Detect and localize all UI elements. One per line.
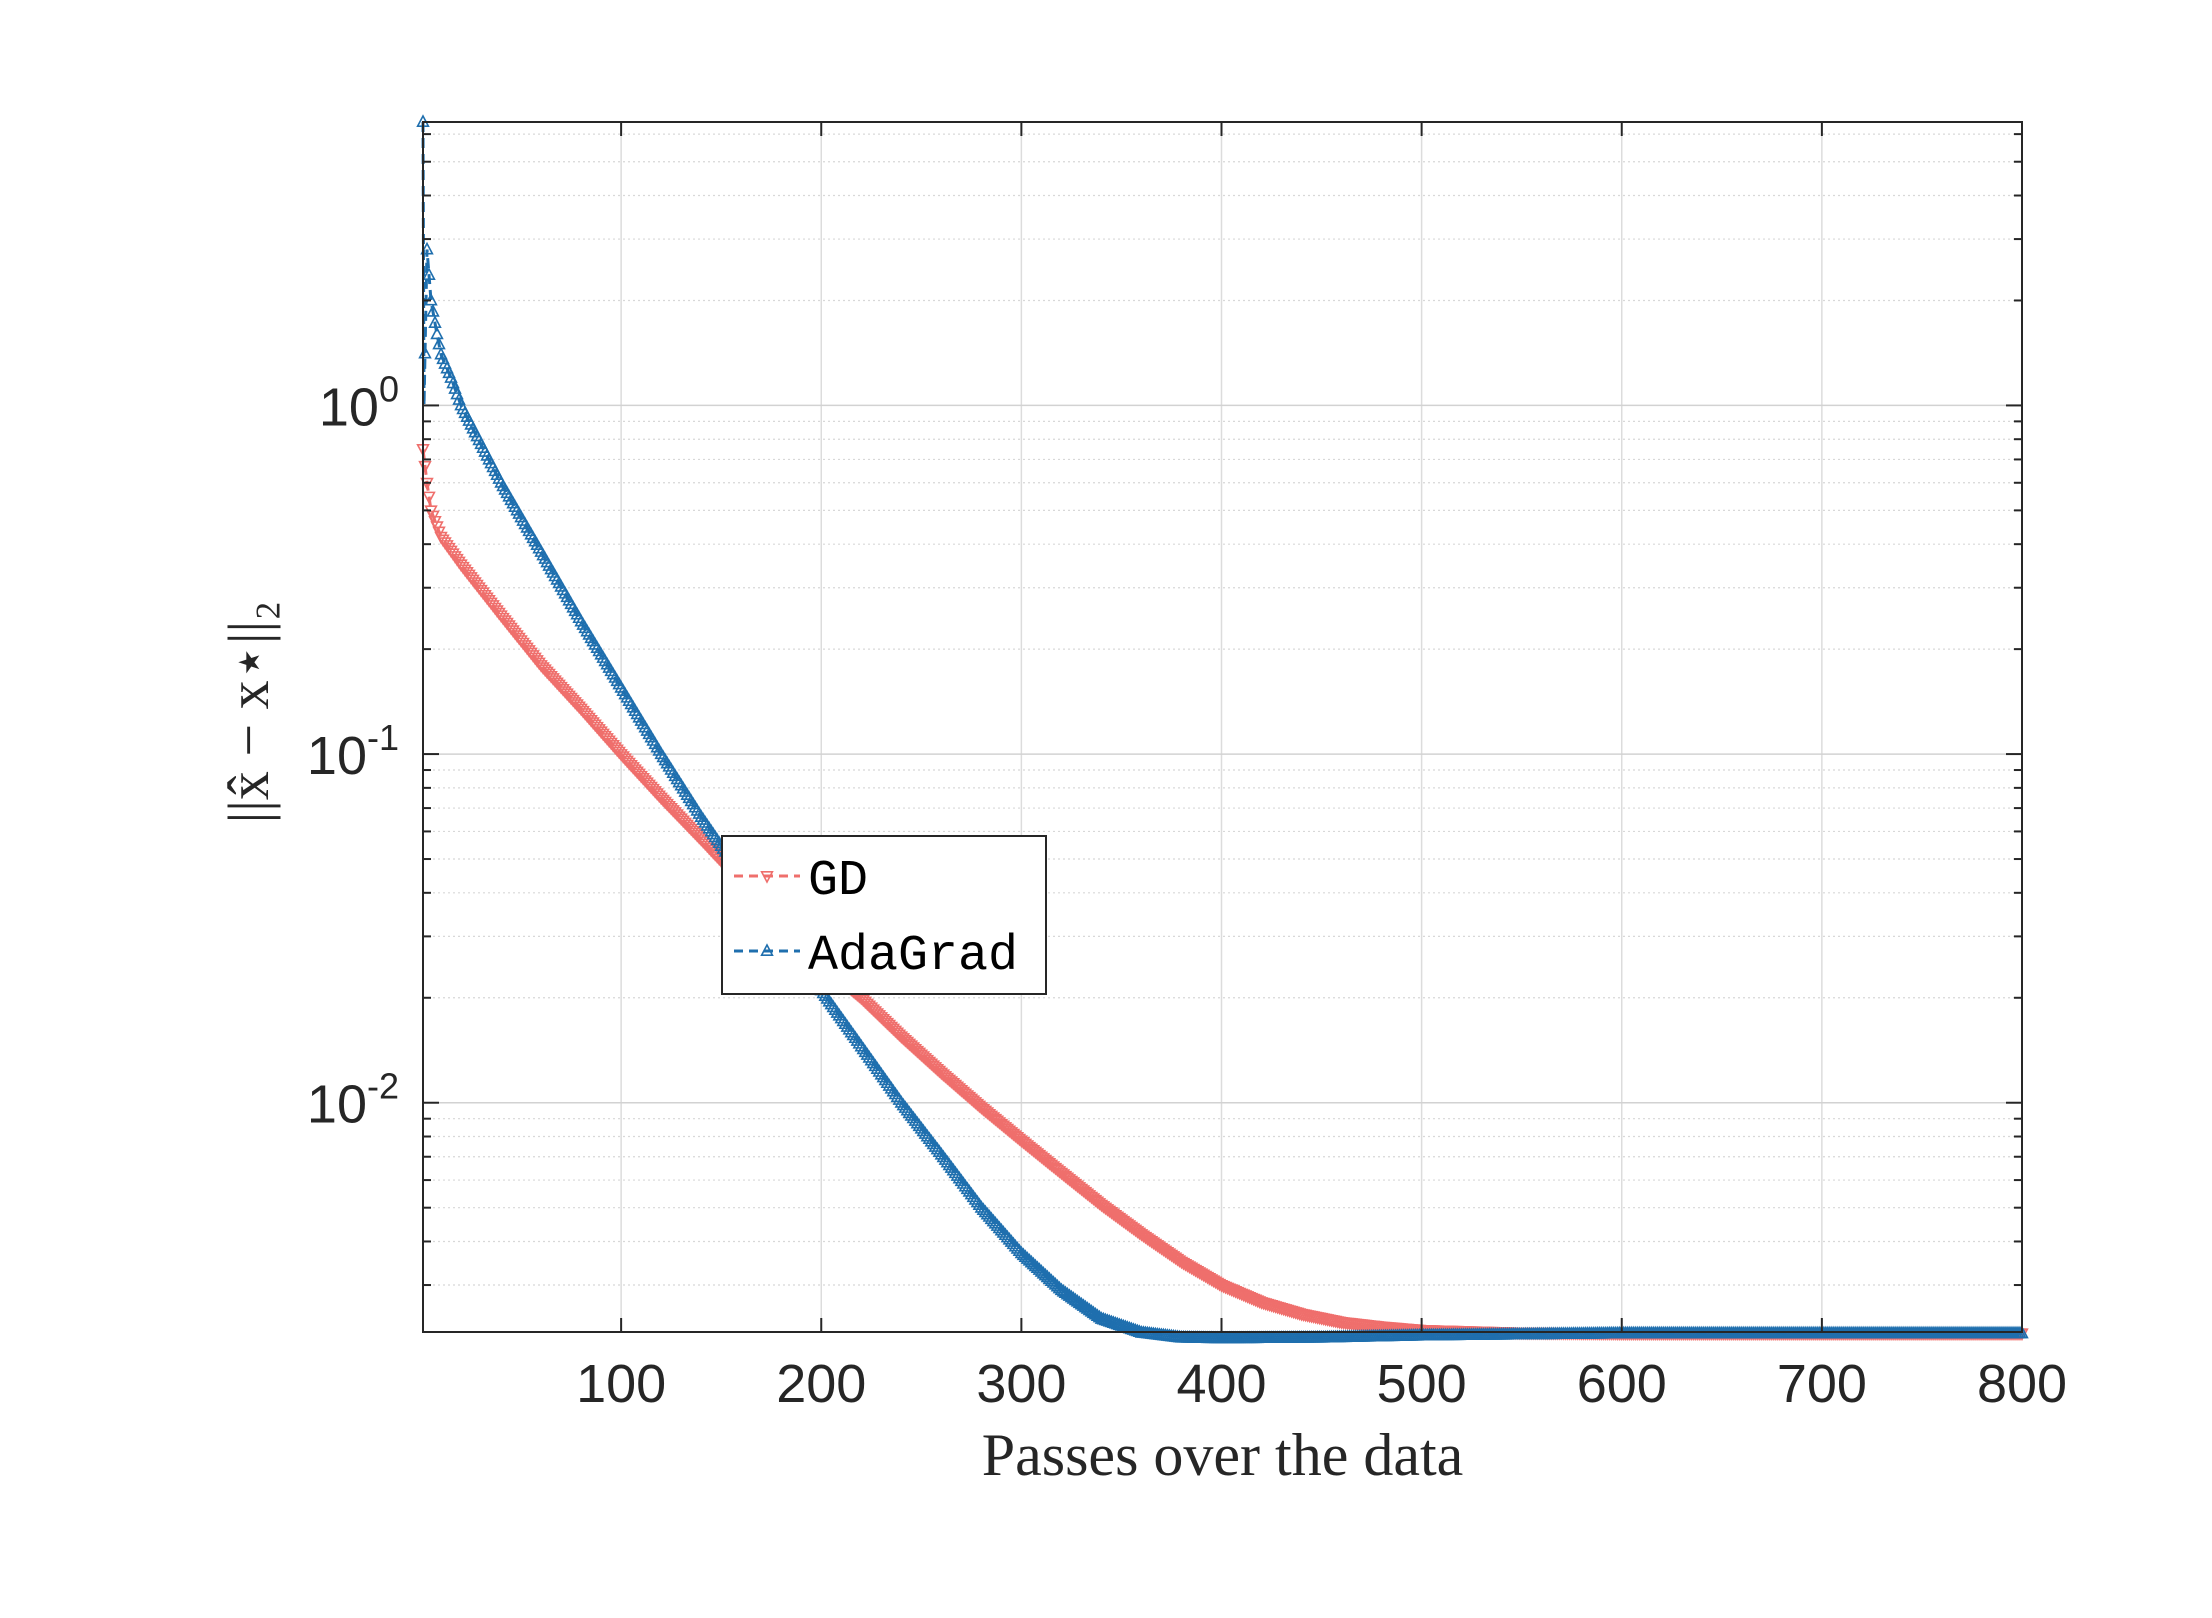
y-tick-label: 100 bbox=[319, 368, 399, 437]
y-tick-labels: 100 10-1 10-2 bbox=[307, 368, 399, 1134]
y-tick-label: 10-2 bbox=[307, 1066, 399, 1135]
x-tick-label: 500 bbox=[1377, 1354, 1467, 1414]
data-point-marker bbox=[432, 336, 446, 350]
x-axis-title: Passes over the data bbox=[982, 1422, 1464, 1488]
legend-label: AdaGrad bbox=[808, 928, 1018, 985]
x-tick-label: 700 bbox=[1777, 1354, 1867, 1414]
x-tick-label: 600 bbox=[1577, 1354, 1667, 1414]
grid bbox=[423, 122, 2023, 1332]
x-tick-label: 300 bbox=[976, 1354, 1066, 1414]
legend-marker bbox=[760, 943, 774, 956]
x-tick-label: 400 bbox=[1176, 1354, 1266, 1414]
data-point-marker bbox=[422, 267, 436, 280]
legend-marker bbox=[760, 871, 774, 884]
x-tick-labels: 100 200 300 400 500 600 700 800 bbox=[576, 1354, 2067, 1414]
data-point-marker bbox=[426, 304, 440, 317]
y-axis-title: ||x̂ − x⋆||₂ bbox=[216, 601, 281, 824]
data-point-marker bbox=[428, 315, 442, 328]
legend-item-adagrad: AdaGrad bbox=[734, 928, 1018, 985]
plot-frame bbox=[422, 121, 2023, 1333]
legend-box bbox=[721, 835, 1047, 995]
legend-item-gd: GD bbox=[734, 853, 868, 910]
x-tick-label: 100 bbox=[576, 1354, 666, 1414]
data-point-marker bbox=[430, 326, 444, 340]
legend: GD AdaGrad bbox=[721, 835, 1047, 995]
plot-area bbox=[423, 122, 2022, 1332]
x-tick-label: 800 bbox=[1977, 1354, 2067, 1414]
x-tick-label: 200 bbox=[776, 1354, 866, 1414]
data-point-marker bbox=[420, 241, 434, 255]
data-point-marker bbox=[422, 491, 436, 505]
y-tick-label: 10-1 bbox=[307, 717, 399, 786]
legend-label: GD bbox=[808, 853, 868, 910]
ticks bbox=[423, 122, 2023, 1332]
